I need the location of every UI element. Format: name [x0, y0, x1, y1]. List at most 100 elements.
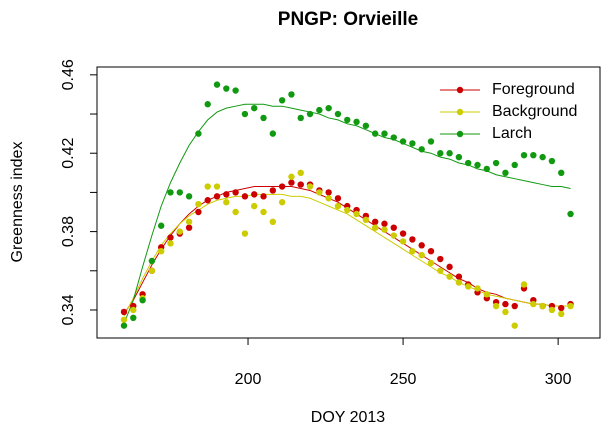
data-point	[520, 281, 528, 288]
data-point	[167, 189, 174, 196]
data-point	[381, 130, 388, 137]
data-point	[399, 138, 407, 145]
data-point	[297, 181, 304, 188]
y-tick-label: 0.42	[60, 138, 77, 169]
data-point	[567, 302, 574, 310]
data-point	[530, 300, 537, 308]
legend-label: Background	[492, 103, 577, 120]
data-point	[474, 161, 481, 169]
data-point	[437, 267, 444, 274]
data-point	[139, 296, 146, 304]
data-point	[455, 279, 463, 286]
data-point	[316, 189, 323, 196]
data-point	[251, 202, 258, 210]
data-point	[288, 173, 295, 180]
data-point	[306, 183, 314, 190]
data-point	[353, 210, 360, 218]
data-point	[530, 151, 537, 159]
data-point	[539, 302, 546, 310]
x-tick-label: 200	[235, 371, 262, 388]
x-tick-label: 250	[390, 371, 417, 388]
data-point	[465, 283, 472, 290]
data-point	[371, 218, 379, 226]
data-point	[213, 193, 221, 200]
legend-label: Larch	[492, 125, 532, 142]
data-point	[204, 101, 211, 108]
data-point	[195, 208, 202, 216]
data-point	[148, 267, 156, 274]
data-point	[427, 247, 435, 255]
data-point	[251, 104, 258, 112]
data-point	[325, 195, 332, 202]
data-point	[269, 218, 277, 226]
data-point	[539, 153, 546, 161]
data-point	[223, 85, 230, 92]
data-point	[213, 81, 221, 88]
data-point	[120, 308, 128, 316]
data-point	[167, 240, 174, 247]
legend-marker	[456, 108, 464, 116]
data-point	[362, 216, 370, 224]
data-point	[390, 224, 397, 231]
data-point	[409, 140, 416, 147]
data-point	[297, 169, 304, 177]
data-point	[399, 238, 407, 245]
data-point	[492, 159, 500, 167]
data-point	[260, 114, 267, 122]
data-point	[353, 118, 360, 126]
data-point	[288, 91, 295, 98]
data-point	[511, 161, 518, 169]
data-point	[567, 210, 574, 218]
data-point	[278, 97, 286, 104]
data-point	[474, 285, 481, 292]
data-point	[297, 114, 304, 122]
data-point	[223, 191, 230, 198]
y-tick-label: 0.46	[60, 59, 77, 90]
data-point	[176, 228, 183, 235]
data-point	[223, 199, 230, 206]
x-axis-label: DOY 2013	[311, 409, 386, 426]
legend-marker	[456, 86, 464, 94]
data-point	[176, 189, 183, 196]
data-point	[511, 322, 518, 329]
data-point	[269, 187, 277, 194]
data-point	[558, 169, 565, 177]
data-point	[465, 159, 472, 167]
data-point	[278, 183, 286, 190]
data-point	[558, 310, 565, 318]
data-point	[241, 110, 249, 118]
data-point	[232, 208, 239, 216]
data-point	[511, 302, 518, 310]
data-point	[232, 189, 239, 196]
data-point	[316, 106, 323, 114]
data-point	[483, 165, 491, 173]
data-point	[325, 189, 332, 196]
chart-title: PNGP: Orvieille	[278, 9, 418, 30]
data-point	[269, 130, 277, 137]
data-point	[157, 247, 165, 255]
data-point	[381, 226, 388, 233]
y-axis-label: Greenness index	[9, 142, 26, 263]
data-point	[371, 130, 379, 137]
data-point	[130, 306, 137, 314]
data-point	[157, 222, 165, 229]
data-point	[260, 208, 267, 216]
data-point	[548, 157, 556, 165]
data-point	[446, 263, 453, 271]
data-point	[399, 230, 407, 237]
data-point	[409, 236, 416, 243]
data-point	[241, 230, 249, 237]
y-tick-label: 0.38	[60, 216, 77, 247]
data-point	[344, 206, 351, 214]
data-point	[288, 179, 295, 186]
data-point	[251, 191, 258, 198]
data-point	[334, 195, 342, 202]
data-point	[120, 316, 128, 323]
data-point	[409, 247, 416, 255]
data-point	[185, 224, 193, 231]
legend-marker	[456, 130, 464, 138]
data-point	[437, 150, 444, 157]
data-point	[167, 234, 174, 241]
data-point	[437, 255, 444, 263]
data-point	[371, 224, 379, 231]
